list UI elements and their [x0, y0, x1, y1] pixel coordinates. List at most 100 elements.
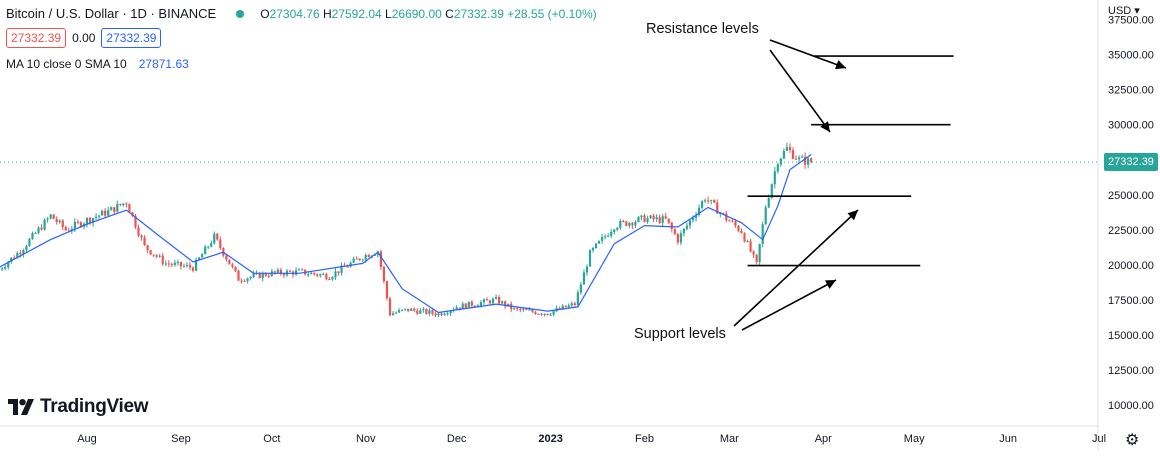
candle-body	[740, 231, 742, 233]
candle-body	[428, 310, 430, 314]
candle-body	[640, 215, 642, 217]
candle-body	[437, 313, 439, 315]
candle-body	[780, 158, 782, 164]
candle-body	[801, 157, 803, 158]
candle-body	[783, 151, 785, 159]
candle-body	[613, 230, 615, 232]
candle-body	[662, 216, 664, 223]
candle-body	[683, 229, 685, 234]
support-levels-label: Support levels	[634, 326, 726, 342]
candle-body	[604, 236, 606, 237]
change-value: +28.55 (+0.10%)	[507, 7, 596, 21]
y-tick-label: 30000.00	[1108, 120, 1154, 132]
candle-body	[774, 171, 776, 184]
ma-indicator-label[interactable]: MA 10 close 0 SMA 10	[6, 57, 127, 71]
candle-body	[53, 215, 55, 219]
candle-body	[62, 221, 64, 227]
candle-body	[680, 233, 682, 242]
candle-body	[598, 241, 600, 244]
candle-body	[216, 234, 218, 240]
x-tick-label: Apr	[815, 433, 832, 445]
candle-body	[413, 309, 415, 311]
candle-body	[749, 241, 751, 251]
candle-body	[616, 228, 618, 230]
buy-price-button[interactable]: 27332.39	[101, 28, 161, 48]
candle-body	[798, 157, 800, 159]
candle-body	[231, 264, 233, 266]
currency-label: USD	[1108, 5, 1131, 17]
candle-body	[422, 309, 424, 310]
candle-body	[471, 302, 473, 306]
candle-body	[4, 267, 6, 268]
y-tick-label: 32500.00	[1108, 85, 1154, 97]
candle-body	[40, 228, 42, 230]
candle-body	[262, 273, 264, 278]
candle-body	[234, 267, 236, 271]
candle-body	[710, 200, 712, 201]
candle-body	[395, 313, 397, 314]
candle-body	[28, 239, 30, 246]
candle-body	[537, 314, 539, 315]
candle-body	[595, 244, 597, 249]
gear-icon[interactable]: ⚙	[1125, 430, 1139, 450]
candle-body	[586, 267, 588, 273]
candle-body	[25, 246, 27, 250]
candle-body	[186, 265, 188, 266]
y-tick-label: 22500.00	[1108, 225, 1154, 237]
candle-body	[601, 237, 603, 241]
candle-body	[383, 267, 385, 281]
candle-body	[649, 216, 651, 219]
candle-body	[574, 303, 576, 305]
candle-body	[528, 310, 530, 311]
open-value: 27304.76	[270, 7, 320, 21]
candle-body	[540, 314, 542, 315]
candle-body	[440, 313, 442, 315]
candle-body	[580, 285, 582, 293]
candle-body	[419, 310, 421, 314]
candle-body	[240, 281, 242, 282]
currency-selector[interactable]: USD ▾	[1108, 4, 1140, 17]
candle-body	[625, 221, 627, 225]
y-tick-label: 10000.00	[1108, 400, 1154, 412]
market-status-icon[interactable]	[236, 10, 244, 18]
chevron-down-icon: ▾	[1131, 5, 1140, 17]
candle-body	[389, 298, 391, 315]
candle-body	[543, 314, 545, 315]
candle-body	[253, 274, 255, 277]
candle-body	[113, 207, 115, 212]
y-axis[interactable]: 10000.0012500.0015000.0017500.0020000.00…	[1108, 15, 1154, 412]
candle-body	[98, 215, 100, 216]
symbol-title[interactable]: Bitcoin / U.S. Dollar · 1D · BINANCE	[6, 6, 216, 22]
x-tick-label: Nov	[356, 433, 376, 445]
close-value: 27332.39	[454, 7, 504, 21]
ohlc-values: O27304.76 H27592.04 L26690.00 C27332.39 …	[260, 6, 596, 22]
candle-body	[668, 219, 670, 223]
ma-line-group	[0, 155, 811, 313]
candle-body	[425, 309, 427, 314]
resistance-arrow-lower-head	[820, 121, 830, 132]
candle-body	[516, 308, 518, 309]
candle-body	[501, 301, 503, 303]
candle-body	[756, 255, 758, 262]
candle-body	[283, 274, 285, 275]
candle-body	[331, 277, 333, 279]
candle-body	[583, 272, 585, 284]
candle-body	[153, 254, 155, 255]
candle-body	[125, 204, 127, 205]
candle-body	[143, 237, 145, 245]
candle-body	[789, 147, 791, 150]
candle-body	[810, 158, 812, 162]
tradingview-logo[interactable]: TradingView	[8, 396, 148, 418]
candle-body	[95, 217, 97, 218]
x-tick-label: Jun	[999, 433, 1017, 445]
candle-body	[219, 240, 221, 248]
candle-body	[177, 262, 179, 263]
candle-body	[677, 234, 679, 242]
y-tick-label: 15000.00	[1108, 330, 1154, 342]
candle-body	[319, 274, 321, 275]
candle-body	[665, 216, 667, 218]
candle-body	[237, 271, 239, 281]
candle-body	[631, 223, 633, 225]
sell-price-button[interactable]: 27332.39	[6, 28, 66, 48]
